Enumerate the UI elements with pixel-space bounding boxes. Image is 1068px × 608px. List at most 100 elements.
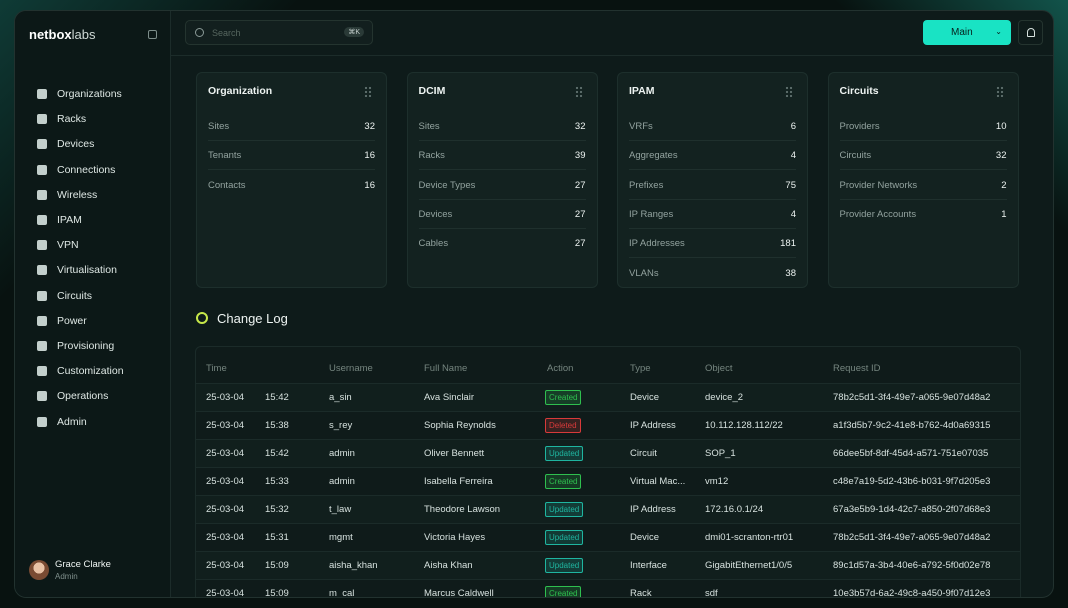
- table-cell: 15:31: [265, 532, 289, 543]
- table-row[interactable]: 25-03-04 15:09 aisha_khan Aisha Khan Updated…: [196, 551, 1020, 579]
- collapse-toggle[interactable]: [148, 30, 157, 39]
- stat-card: Organization Sites 32 Tenants 16 Contacts 16: [196, 72, 387, 288]
- card-drag-handle[interactable]: [995, 86, 1004, 97]
- column-header: Request ID: [833, 363, 881, 374]
- table-cell: 25-03-04: [206, 588, 245, 598]
- stat-label: VRFs: [629, 121, 653, 132]
- nav-item[interactable]: Virtualisation: [35, 262, 117, 278]
- stat-value: 16: [364, 150, 375, 162]
- table-cell: 78b2c5d1-3f4-49e7-a065-9e07d48a2: [833, 392, 991, 403]
- stat-label: Cables: [418, 238, 449, 250]
- changelog-table: Time Username Full Name Action Type Object Req…: [195, 346, 1021, 598]
- brand: netboxlabs: [29, 27, 95, 42]
- branch-button[interactable]: Main ⌄: [923, 20, 1011, 45]
- table-cell: 25-03-04: [206, 420, 245, 431]
- nav-label: IPAM: [57, 214, 82, 226]
- card-drag-handle[interactable]: [574, 86, 583, 97]
- search-shortcut: ⌘K: [344, 27, 364, 37]
- stat-value: 27: [574, 208, 586, 220]
- row-divider: [629, 257, 796, 259]
- table-cell: GigabitEthernet1/0/5: [705, 560, 793, 571]
- nav-item[interactable]: Power: [35, 313, 87, 329]
- table-cell: Circuit: [630, 448, 657, 459]
- nav-label: Virtualisation: [57, 264, 117, 277]
- stat-value: 2: [1001, 179, 1007, 191]
- table-cell: Aisha Khan: [424, 560, 473, 571]
- nav-item[interactable]: Devices: [35, 136, 94, 152]
- nav-label: Power: [57, 314, 87, 327]
- nav-icon: [37, 139, 47, 150]
- nav-item[interactable]: Customization: [35, 363, 124, 379]
- table-row[interactable]: 25-03-04 15:42 a_sin Ava Sinclair Created Dev…: [196, 383, 1020, 411]
- nav-icon: [37, 290, 47, 301]
- nav-item[interactable]: IPAM: [35, 212, 82, 228]
- stat-value: 75: [785, 179, 796, 191]
- table-cell: IP Address: [630, 504, 676, 515]
- table-cell: m_cal: [329, 588, 355, 598]
- nav-item[interactable]: Provisioning: [35, 338, 114, 354]
- notifications-button[interactable]: [1018, 20, 1043, 45]
- card-title: IPAM: [629, 85, 655, 97]
- changelog-icon: [196, 312, 208, 324]
- stat-value: 181: [780, 238, 796, 250]
- card-title: DCIM: [418, 85, 446, 97]
- nav-label: Connections: [57, 163, 116, 176]
- stat-value: 4: [790, 208, 796, 220]
- table-cell: 25-03-04: [206, 532, 245, 543]
- nav-item[interactable]: Connections: [35, 162, 115, 178]
- card-drag-handle[interactable]: [785, 86, 793, 97]
- nav-item[interactable]: Racks: [35, 111, 86, 127]
- nav-item[interactable]: Organizations: [35, 86, 122, 102]
- row-divider: [418, 198, 586, 200]
- stat-label: Racks: [418, 150, 445, 162]
- row-divider: [839, 140, 1007, 141]
- table-row[interactable]: 25-03-04 15:33 admin Isabella Ferreira Creat…: [196, 467, 1020, 495]
- card-title: Circuits: [839, 85, 879, 97]
- table-row[interactable]: 25-03-04 15:38 s_rey Sophia Reynolds Deleted…: [196, 411, 1020, 439]
- table-cell: 15:38: [265, 420, 289, 431]
- nav-item[interactable]: Circuits: [35, 288, 92, 304]
- action-badge: Updated: [545, 446, 584, 461]
- table-row[interactable]: 25-03-04 15:09 m_cal Marcus Caldwell Created…: [196, 579, 1020, 598]
- column-header: Type: [630, 363, 651, 374]
- table-cell: Marcus Caldwell: [424, 588, 494, 598]
- row-divider: [629, 140, 796, 141]
- table-cell: aisha_khan: [329, 560, 378, 571]
- nav-label: Customization: [57, 365, 124, 378]
- search-box[interactable]: Search ⌘K: [185, 20, 373, 45]
- row-divider: [629, 198, 796, 200]
- nav-label: VPN: [57, 239, 79, 252]
- avatar: [29, 560, 49, 580]
- nav-icon: [37, 240, 47, 251]
- search-placeholder: Search: [212, 28, 241, 38]
- row-divider: [208, 169, 375, 171]
- column-header: Username: [329, 363, 373, 374]
- user-role: Admin: [55, 572, 78, 581]
- nav-label: Circuits: [57, 289, 93, 302]
- nav-icon: [37, 366, 47, 377]
- brand-suffix: labs: [71, 27, 96, 42]
- table-cell: Victoria Hayes: [424, 532, 486, 543]
- nav-item[interactable]: Admin: [35, 414, 87, 430]
- row-divider: [839, 198, 1007, 200]
- app-window: netboxlabs Grace Clarke Admin Organizati…: [14, 10, 1054, 598]
- table-row[interactable]: 25-03-04 15:32 t_law Theodore Lawson Updated…: [196, 495, 1020, 523]
- nav-item[interactable]: Wireless: [35, 187, 97, 203]
- nav-icon: [37, 391, 47, 402]
- stat-label: Tenants: [208, 150, 242, 162]
- table-row[interactable]: 25-03-04 15:31 mgmt Victoria Hayes Updated De…: [196, 523, 1020, 551]
- table-cell: Device: [630, 532, 660, 543]
- nav-item[interactable]: Operations: [35, 388, 108, 404]
- table-row[interactable]: 25-03-04 15:42 admin Oliver Bennett Updated C…: [196, 439, 1020, 467]
- table-cell: device_2: [705, 392, 744, 403]
- table-cell: sdf: [705, 588, 718, 598]
- row-divider: [208, 140, 375, 141]
- nav-label: Organizations: [57, 88, 122, 100]
- action-badge: Created: [545, 474, 582, 489]
- nav-item[interactable]: VPN: [35, 237, 79, 253]
- card-drag-handle[interactable]: [364, 86, 372, 97]
- stat-value: 27: [574, 179, 586, 191]
- table-cell: 66dee5bf-8df-45d4-a571-751e07035: [833, 448, 989, 459]
- stat-label: Device Types: [418, 179, 476, 191]
- row-divider: [629, 227, 796, 229]
